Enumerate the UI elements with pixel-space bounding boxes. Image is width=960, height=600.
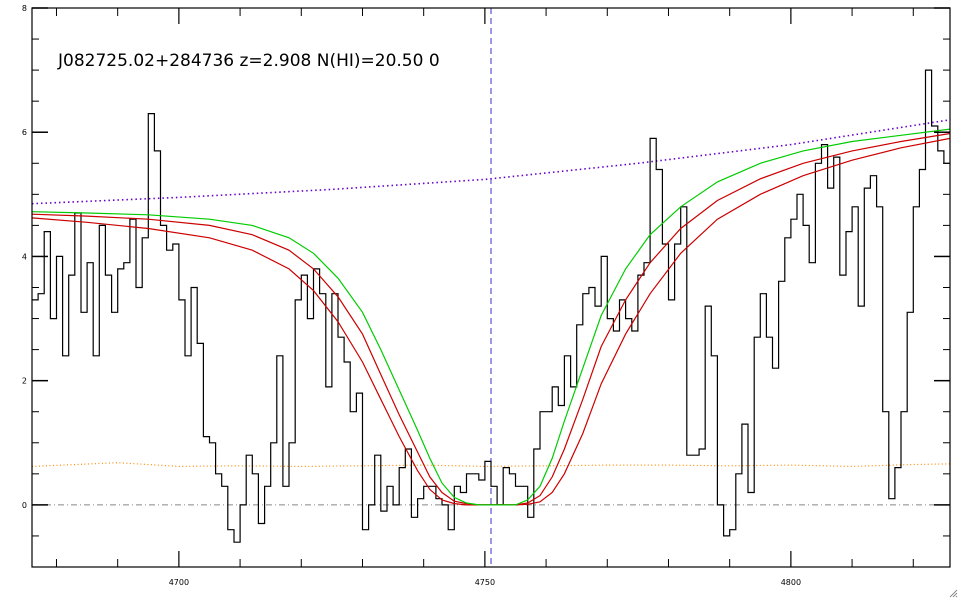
error-series [31, 462, 951, 468]
continuum-series [31, 119, 951, 205]
x-tick-label: 4800 [781, 578, 801, 587]
y-tick-label: 6 [22, 128, 27, 137]
fit-series [31, 128, 951, 506]
chart-title: J082725.02+284736 z=2.908 N(HI)=20.50 0 [57, 51, 440, 71]
flux-series [32, 69, 950, 543]
x-tick-label: 4750 [475, 578, 495, 587]
axes-layer: 0 2 4 6 8 4700 4750 4800 [22, 4, 951, 587]
y-tick-label: 8 [22, 4, 27, 13]
fit-series-layer [31, 128, 951, 506]
error-series-layer [31, 462, 951, 468]
flux-series-layer [32, 69, 950, 543]
y-tick-label: 2 [22, 377, 27, 386]
x-tick-label: 4700 [169, 578, 189, 587]
y-tick-label: 0 [22, 501, 27, 510]
continuum-series-layer [31, 119, 951, 205]
y-tick-label: 4 [22, 252, 27, 261]
resize-grip-icon[interactable] [948, 588, 958, 598]
